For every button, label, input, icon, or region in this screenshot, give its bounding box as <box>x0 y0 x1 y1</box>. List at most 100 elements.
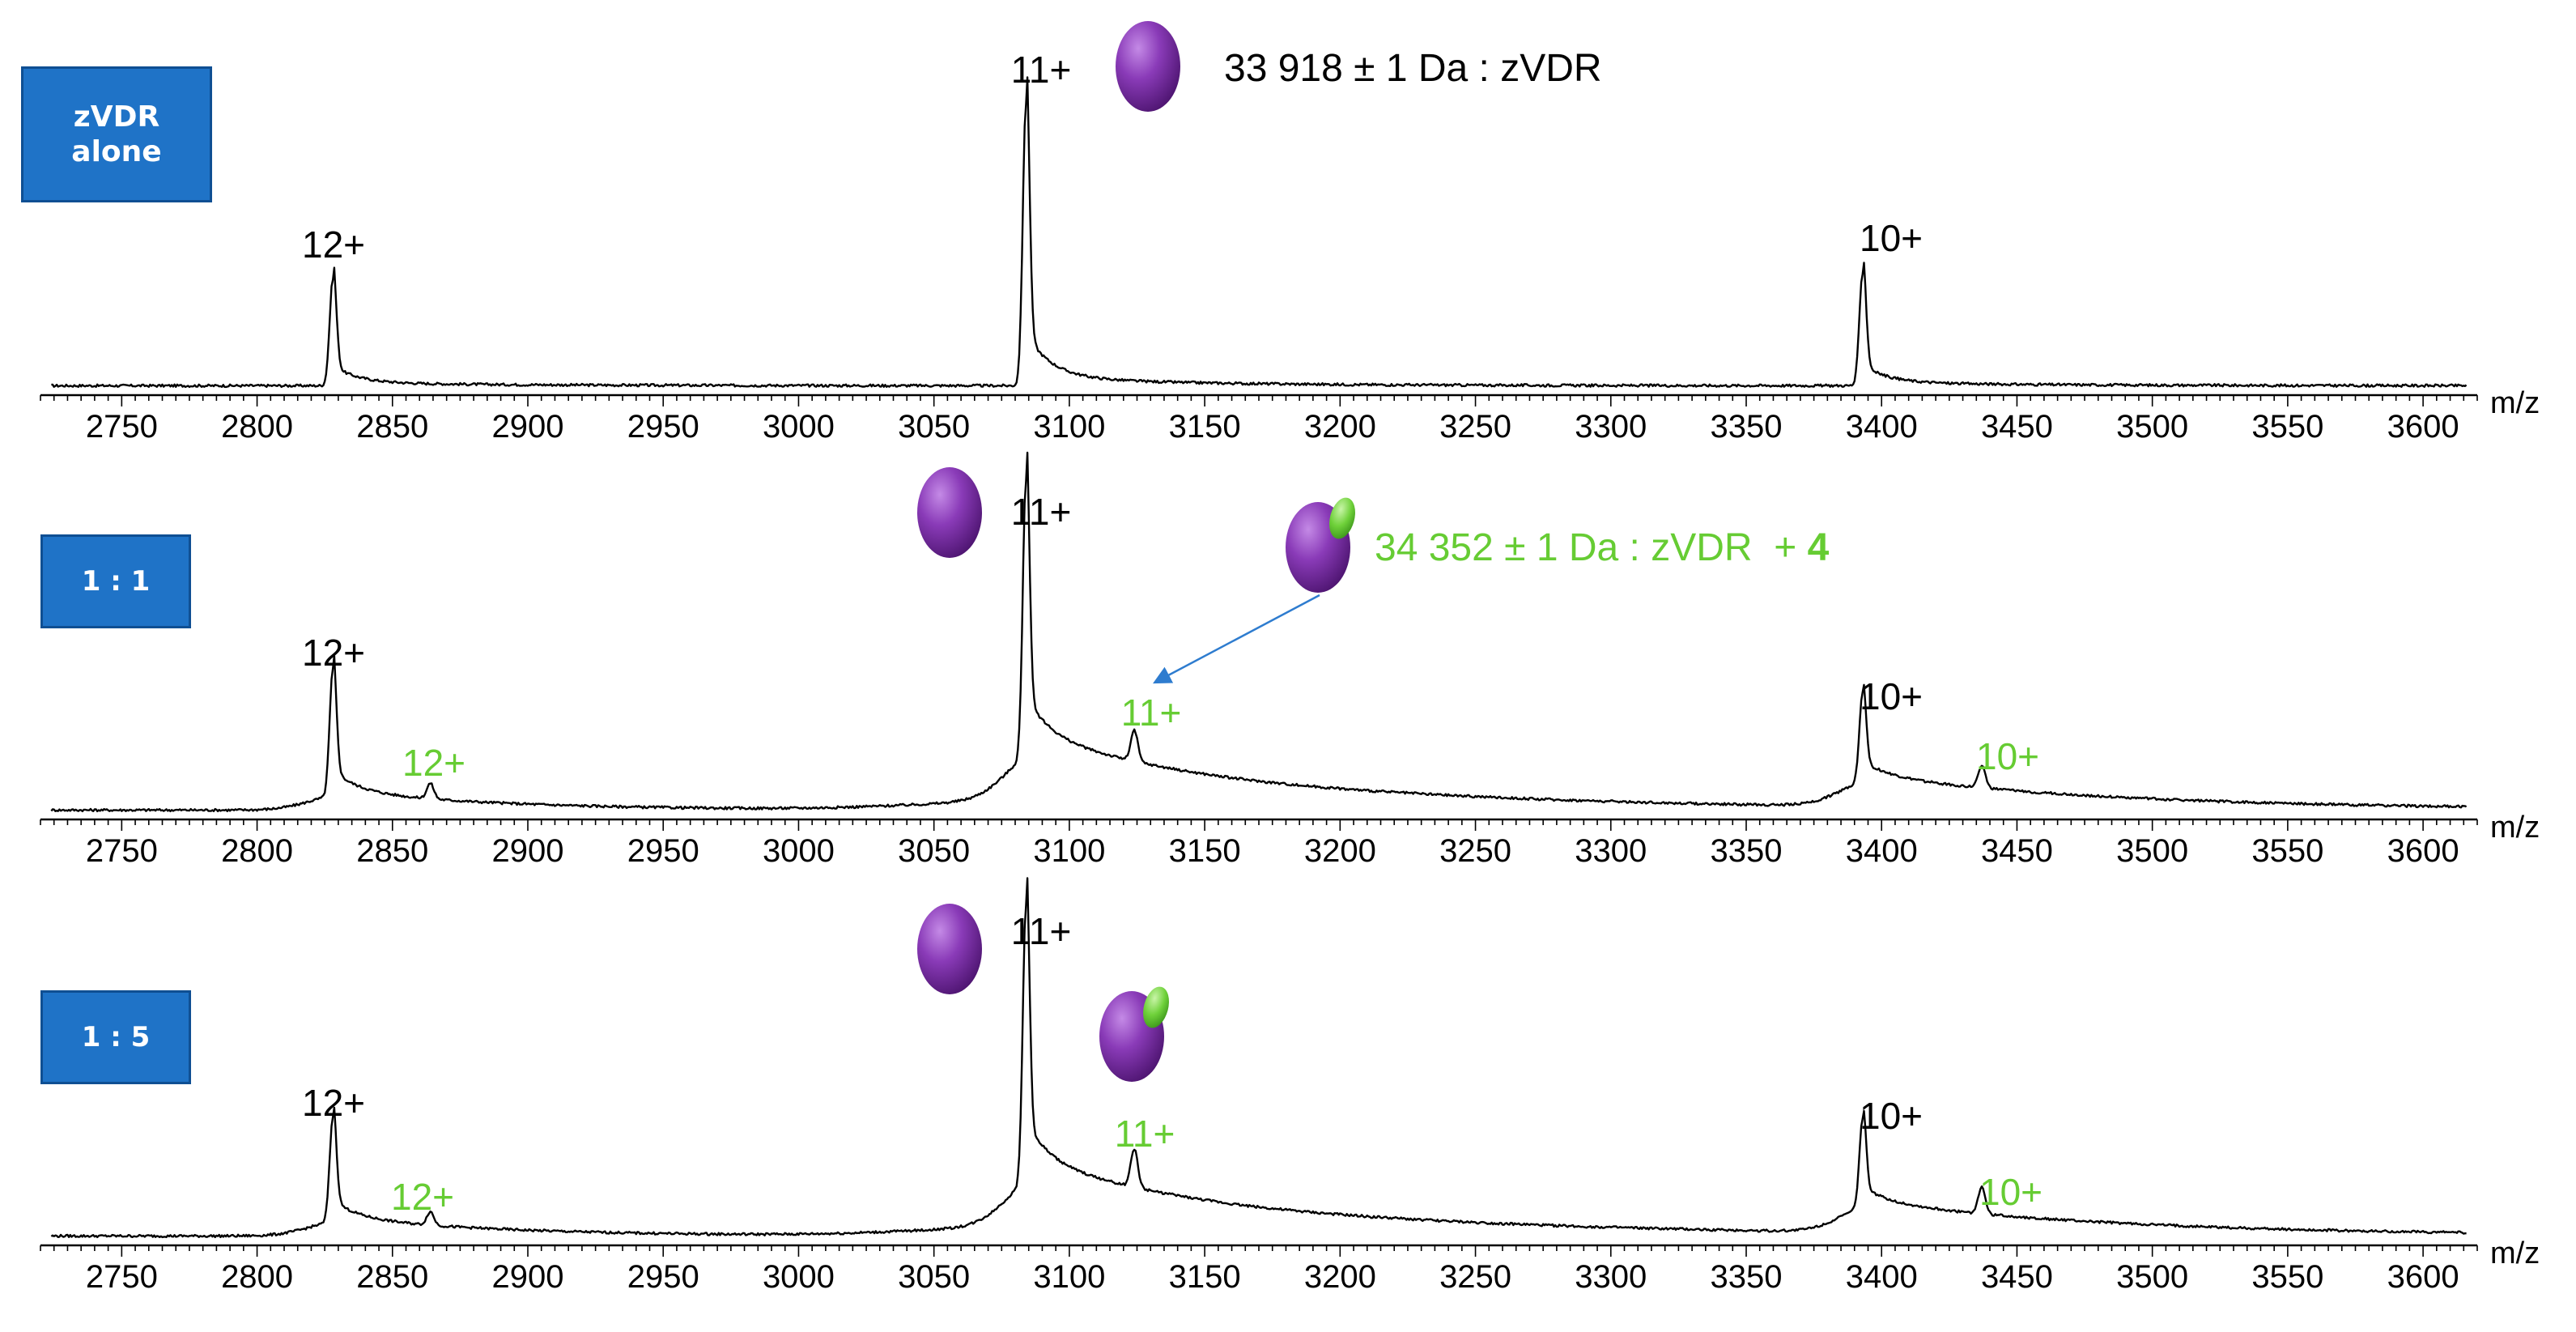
peak-label-10-plus: 10+ <box>1860 675 1923 717</box>
tick-label-3150: 3150 <box>1169 409 1241 445</box>
peak-label-12-plus: 12+ <box>302 223 365 266</box>
tick-label-3500: 3500 <box>2116 409 2188 445</box>
tick-label-3450: 3450 <box>1981 1259 2053 1295</box>
tick-label-3300: 3300 <box>1575 1259 1647 1295</box>
tick-label-3050: 3050 <box>898 1259 970 1295</box>
tick-label-3300: 3300 <box>1575 409 1647 445</box>
spectrum-trace <box>50 451 2468 813</box>
protein-blob-icon <box>1116 21 1180 112</box>
tick-label-2850: 2850 <box>356 1259 428 1295</box>
tick-label-2950: 2950 <box>627 409 699 445</box>
peak-label-11-plus: 11+ <box>1011 910 1072 952</box>
tick-label-3150: 3150 <box>1169 833 1241 869</box>
tick-label-3000: 3000 <box>763 833 835 869</box>
tick-label-3200: 3200 <box>1304 1259 1376 1295</box>
x-axis-ticks <box>40 395 2478 406</box>
spectrum-trace <box>51 76 2468 389</box>
complex-peak-label-12-plus: 12+ <box>402 742 465 784</box>
tick-label-2850: 2850 <box>356 409 428 445</box>
tick-label-2750: 2750 <box>86 833 158 869</box>
tick-label-3600: 3600 <box>2387 409 2459 445</box>
tick-label-3100: 3100 <box>1033 1259 1105 1295</box>
ligand-number: 4 <box>1808 526 1830 569</box>
tick-label-2850: 2850 <box>356 833 428 869</box>
tick-label-2950: 2950 <box>627 833 699 869</box>
tick-label-2750: 2750 <box>86 409 158 445</box>
tick-label-3350: 3350 <box>1711 1259 1783 1295</box>
complex-mass-text: 34 352 ± 1 Da : zVDR + <box>1375 526 1808 569</box>
tick-label-2900: 2900 <box>492 833 564 869</box>
peak-label-10-plus: 10+ <box>1860 217 1923 259</box>
tick-label-2800: 2800 <box>221 409 293 445</box>
tick-label-3500: 3500 <box>2116 1259 2188 1295</box>
panel-label-ratio-1-5: 1 : 5 <box>40 990 191 1084</box>
tick-label-3550: 3550 <box>2251 1259 2323 1295</box>
tick-label-2800: 2800 <box>221 833 293 869</box>
panel-label-zvdr-alone: zVDR alone <box>21 66 212 202</box>
tick-label-3050: 3050 <box>898 409 970 445</box>
tick-label-3550: 3550 <box>2251 833 2323 869</box>
spectrum-trace <box>50 877 2467 1239</box>
tick-label-3150: 3150 <box>1169 1259 1241 1295</box>
panel-label-ratio-1-1: 1 : 1 <box>40 534 191 628</box>
tick-label-3600: 3600 <box>2387 833 2459 869</box>
tick-label-3350: 3350 <box>1711 409 1783 445</box>
mass-annotation-zvdr: 33 918 ± 1 Da : zVDR <box>1224 47 1602 90</box>
tick-label-2800: 2800 <box>221 1259 293 1295</box>
tick-label-3300: 3300 <box>1575 833 1647 869</box>
tick-label-3250: 3250 <box>1439 1259 1511 1295</box>
tick-label-2750: 2750 <box>86 1259 158 1295</box>
spectrum-panel-zvdr-alone: 2750 2800 2850 2900 2950 3000 3050 3100 3150 3200… <box>40 21 2540 445</box>
protein-ligand-complex-icon <box>1099 986 1169 1082</box>
tick-label-2900: 2900 <box>492 1259 564 1295</box>
peak-label-11-plus: 11+ <box>1011 491 1072 533</box>
x-axis-label: m/z <box>2490 811 2540 845</box>
x-axis-ticks <box>40 819 2478 831</box>
complex-peak-label-11-plus: 11+ <box>1121 692 1182 734</box>
x-axis-label: m/z <box>2490 1236 2540 1270</box>
peak-label-11-plus: 11+ <box>1011 49 1072 91</box>
tick-label-3050: 3050 <box>898 833 970 869</box>
peak-label-12-plus: 12+ <box>302 632 365 674</box>
complex-peak-label-10-plus: 10+ <box>1979 1171 2043 1213</box>
tick-label-3500: 3500 <box>2116 833 2188 869</box>
tick-label-2900: 2900 <box>492 409 564 445</box>
tick-label-3450: 3450 <box>1981 833 2053 869</box>
peak-labels: 12+ 11+ 10+ 12+ 11+ 10+ <box>302 491 2039 784</box>
x-axis-label: m/z <box>2490 386 2540 420</box>
tick-label-3200: 3200 <box>1304 409 1376 445</box>
tick-label-3400: 3400 <box>1846 409 1918 445</box>
protein-blob-icon <box>917 904 982 994</box>
tick-label-3100: 3100 <box>1033 409 1105 445</box>
tick-label-3400: 3400 <box>1846 833 1918 869</box>
peak-labels: 12+ 11+ 10+ <box>302 49 1923 266</box>
x-axis-tick-labels: 2750 2800 2850 2900 2950 3000 3050 3100 3150 3200… <box>86 409 2459 445</box>
spectrum-panel-ratio-1-5: 2750 2800 2850 2900 2950 3000 3050 3100 3150 3200… <box>40 877 2540 1295</box>
tick-label-3600: 3600 <box>2387 1259 2459 1295</box>
peak-labels: 12+ 11+ 10+ 12+ 11+ 10+ <box>302 910 2043 1218</box>
complex-peak-label-11-plus: 11+ <box>1115 1113 1175 1155</box>
x-axis-tick-labels: 2750 2800 2850 2900 2950 3000 3050 3100 3150 3200… <box>86 1259 2459 1295</box>
tick-label-3200: 3200 <box>1304 833 1376 869</box>
tick-label-3450: 3450 <box>1981 409 2053 445</box>
complex-peak-label-12-plus: 12+ <box>391 1176 454 1218</box>
tick-label-3250: 3250 <box>1439 833 1511 869</box>
tick-label-3400: 3400 <box>1846 1259 1918 1295</box>
tick-label-3100: 3100 <box>1033 833 1105 869</box>
x-axis-ticks <box>40 1245 2478 1257</box>
tick-label-3350: 3350 <box>1711 833 1783 869</box>
tick-label-2950: 2950 <box>627 1259 699 1295</box>
protein-blob-icon <box>917 467 982 558</box>
peak-label-10-plus: 10+ <box>1860 1095 1923 1137</box>
peak-label-12-plus: 12+ <box>302 1082 365 1124</box>
complex-peak-label-10-plus: 10+ <box>1976 735 2039 777</box>
tick-label-3000: 3000 <box>763 409 835 445</box>
spectrum-panel-ratio-1-1: 2750 2800 2850 2900 2950 3000 3050 3100 3150 3200… <box>40 451 2540 869</box>
protein-ligand-complex-icon <box>1286 497 1355 593</box>
tick-label-3000: 3000 <box>763 1259 835 1295</box>
tick-label-3250: 3250 <box>1439 409 1511 445</box>
tick-label-3550: 3550 <box>2251 409 2323 445</box>
pointer-arrow <box>1153 594 1320 684</box>
